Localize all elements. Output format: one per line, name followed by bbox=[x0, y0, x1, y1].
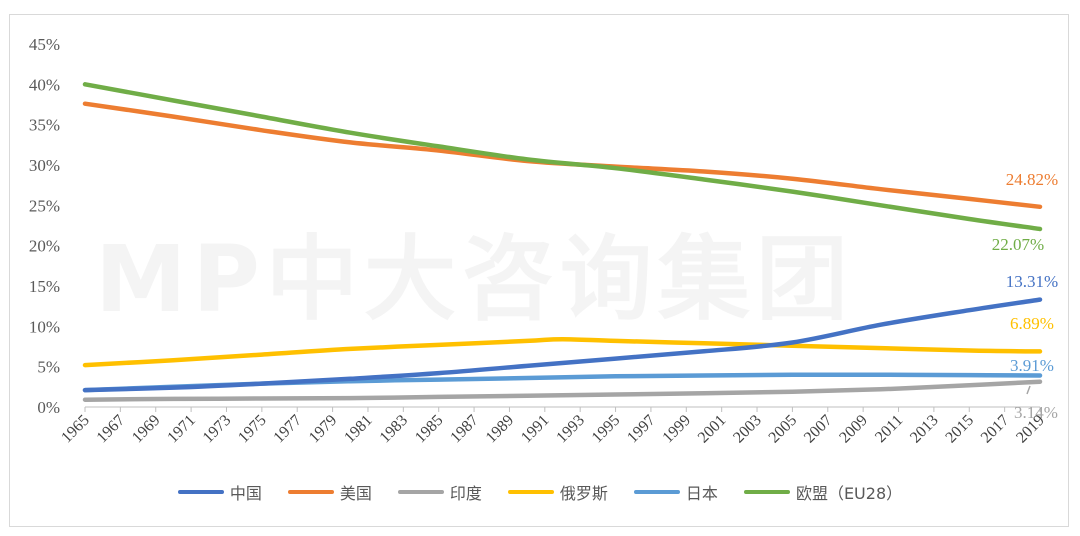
legend-item: 日本 bbox=[633, 480, 718, 504]
x-tick-label: 1989 bbox=[483, 412, 518, 447]
x-tick-label: 1985 bbox=[412, 412, 447, 447]
x-tick-label: 1979 bbox=[306, 412, 341, 447]
legend-swatch bbox=[287, 490, 334, 494]
x-tick-label: 2013 bbox=[907, 412, 942, 447]
x-tick-label: 1977 bbox=[270, 412, 305, 447]
x-tick-label: 1987 bbox=[447, 412, 482, 447]
x-tick-label: 2001 bbox=[695, 412, 730, 447]
end-data-label: 24.82% bbox=[1006, 170, 1058, 189]
legend-label: 俄罗斯 bbox=[559, 484, 608, 503]
x-tick-label: 1969 bbox=[129, 412, 164, 447]
y-tick-label: 40% bbox=[29, 75, 60, 94]
end-data-label: 22.07% bbox=[992, 235, 1044, 254]
x-tick-label: 1997 bbox=[624, 412, 659, 447]
x-tick-label: 2007 bbox=[801, 412, 836, 447]
x-tick-label: 2003 bbox=[730, 412, 765, 447]
x-tick-label: 1983 bbox=[377, 412, 412, 447]
legend-item: 欧盟（EU28） bbox=[743, 480, 903, 504]
x-axis: 1965 1967 1969 1971 1973 1975 1977 1979 1981 1983… bbox=[58, 407, 1048, 446]
legend-item: 俄罗斯 bbox=[507, 480, 608, 504]
x-tick-label: 1981 bbox=[341, 412, 376, 447]
x-tick-label: 1991 bbox=[518, 412, 553, 447]
x-tick-label: 1971 bbox=[164, 412, 199, 447]
legend-swatch bbox=[507, 490, 554, 494]
legend-label: 中国 bbox=[229, 484, 262, 503]
end-data-label: 3.91% bbox=[1010, 356, 1054, 375]
x-tick-label: 2017 bbox=[978, 412, 1013, 447]
legend-swatch bbox=[743, 490, 790, 494]
legend-item: 中国 bbox=[177, 480, 262, 504]
legend-item: 美国 bbox=[287, 480, 372, 504]
legend-swatch bbox=[177, 490, 224, 494]
y-tick-label: 35% bbox=[29, 116, 60, 135]
legend-swatch bbox=[397, 490, 444, 494]
legend-swatch bbox=[633, 490, 680, 494]
series-line bbox=[82, 379, 1043, 402]
y-tick-label: 20% bbox=[29, 237, 60, 256]
y-tick-label: 15% bbox=[29, 277, 60, 296]
end-data-label: 3.14% bbox=[1014, 403, 1058, 422]
legend-label: 美国 bbox=[339, 484, 372, 503]
x-tick-label: 1999 bbox=[659, 412, 694, 447]
series-lines bbox=[82, 82, 1043, 402]
x-tick-label: 1973 bbox=[200, 412, 235, 447]
series-line bbox=[82, 297, 1043, 393]
end-data-label: 6.89% bbox=[1010, 314, 1054, 333]
chart-frame bbox=[9, 14, 1069, 527]
x-tick-label: 2015 bbox=[942, 412, 977, 447]
end-data-label: 13.31% bbox=[1006, 272, 1058, 291]
legend-item: 印度 bbox=[397, 480, 482, 504]
legend-label: 印度 bbox=[449, 484, 482, 503]
legend: 中国 美国 印度 俄罗斯 日本 欧盟（EU28） bbox=[0, 480, 1080, 504]
y-tick-label: 0% bbox=[37, 398, 60, 417]
legend-label: 日本 bbox=[685, 484, 718, 503]
x-tick-label: 1993 bbox=[553, 412, 588, 447]
x-tick-label: 2009 bbox=[836, 412, 871, 447]
x-tick-label: 1965 bbox=[58, 412, 93, 447]
x-tick-label: 1967 bbox=[94, 412, 129, 447]
series-line bbox=[82, 336, 1043, 368]
x-tick-label: 2011 bbox=[872, 412, 906, 446]
y-tick-label: 5% bbox=[37, 358, 60, 377]
series-line bbox=[82, 101, 1043, 210]
y-tick-label: 25% bbox=[29, 196, 60, 215]
x-tick-label: 2005 bbox=[766, 412, 801, 447]
x-tick-label: 1995 bbox=[589, 412, 624, 447]
leader-line-india bbox=[1026, 385, 1031, 395]
series-line bbox=[82, 82, 1043, 232]
y-tick-label: 45% bbox=[29, 35, 60, 54]
y-tick-label: 10% bbox=[29, 317, 60, 336]
legend-label: 欧盟（EU28） bbox=[795, 484, 903, 503]
y-tick-label: 30% bbox=[29, 156, 60, 175]
x-tick-label: 1975 bbox=[235, 412, 270, 447]
y-axis: 0% 5% 10% 15% 20% 25% 30% 35% 40% 45% bbox=[29, 35, 60, 417]
data-labels: 13.31% 24.82% 3.14% 6.89% 3.91% 22.07% bbox=[992, 170, 1058, 422]
